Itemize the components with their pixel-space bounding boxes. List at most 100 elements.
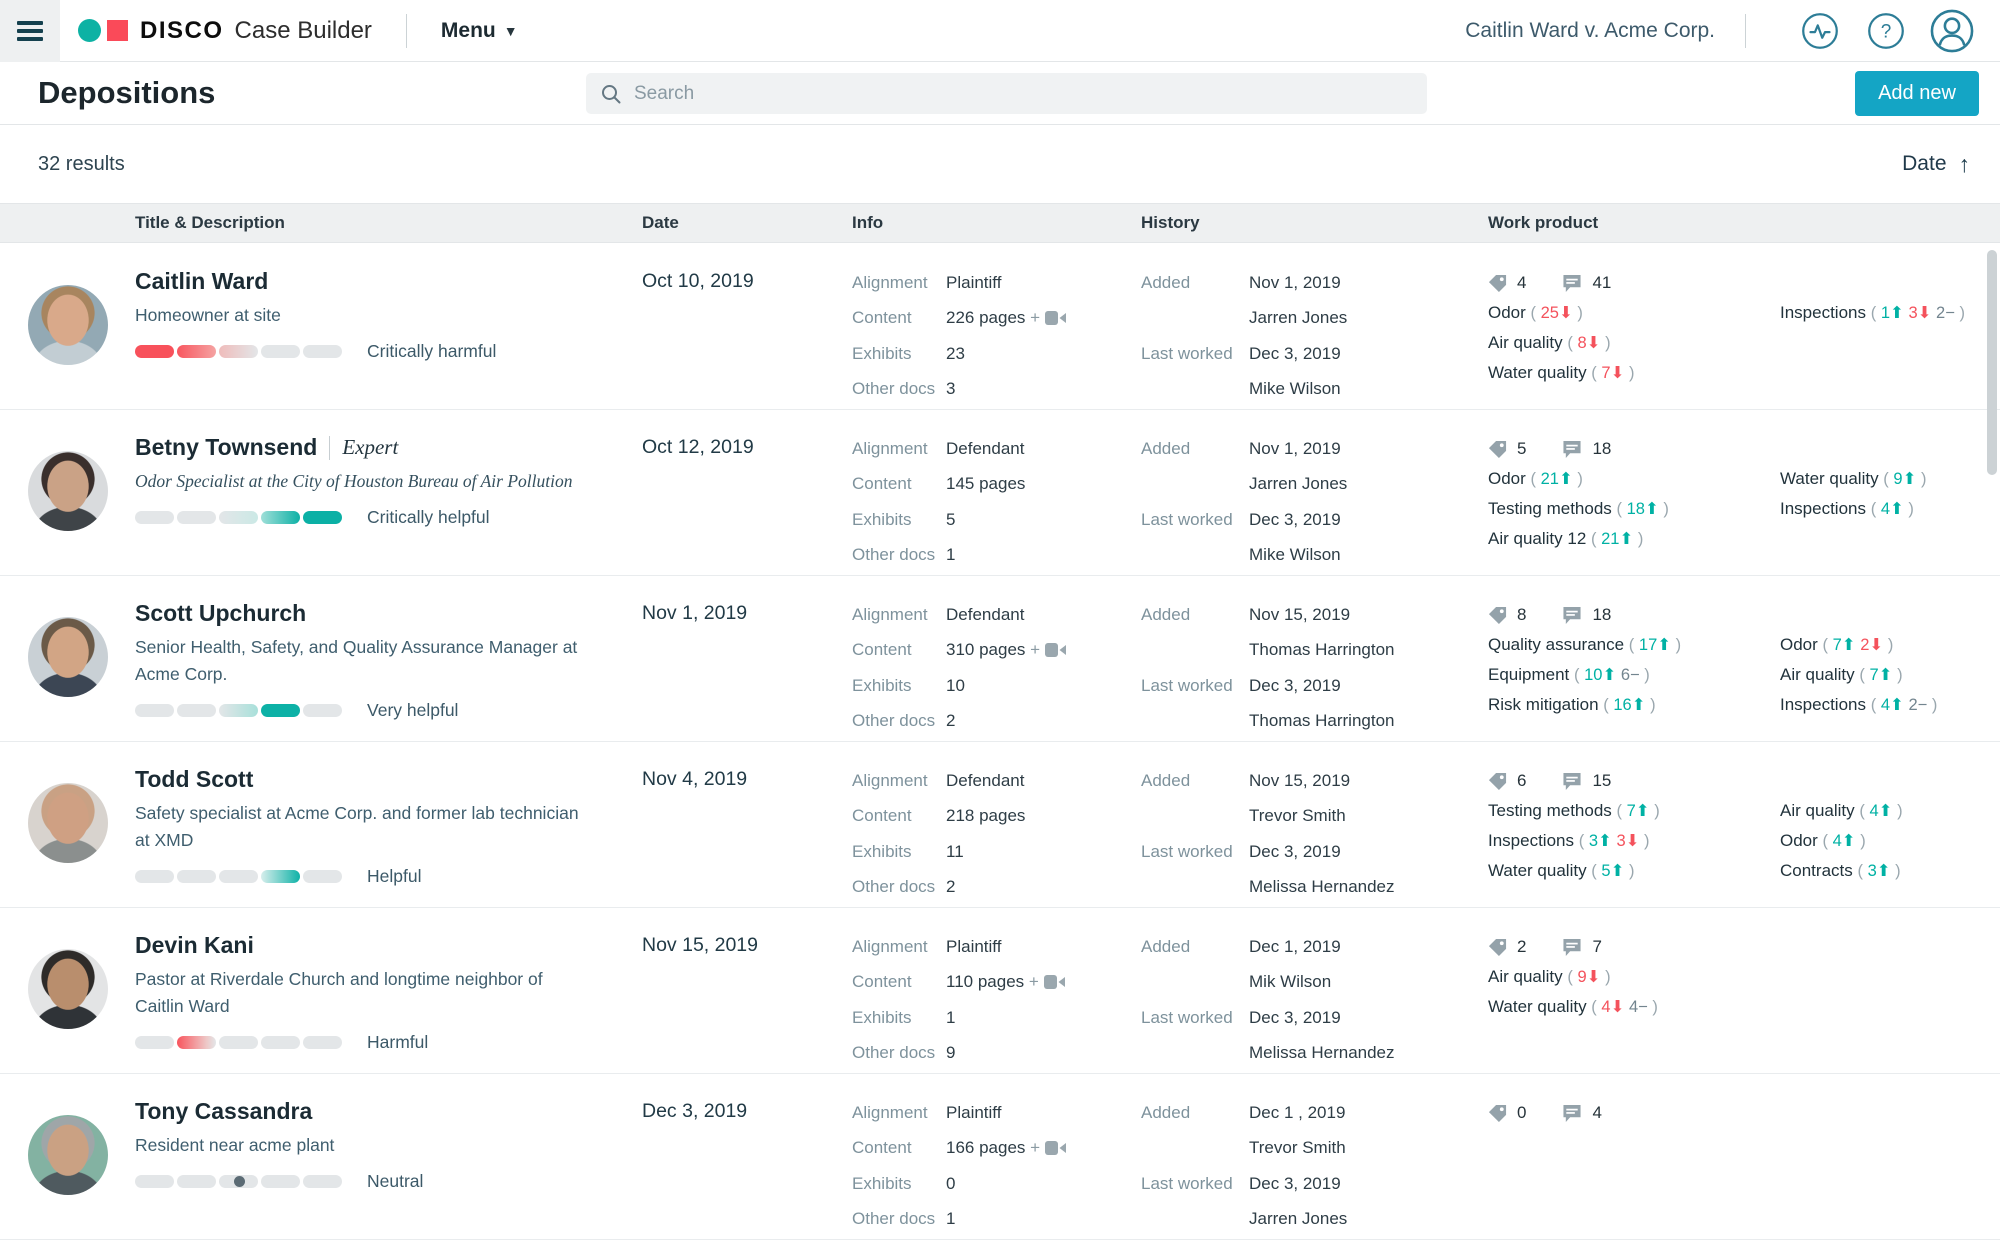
work-product-tag[interactable]: Inspections ( 4⬆ 2− ) <box>1780 695 1938 714</box>
work-product-tag[interactable]: Air quality 12 ( 21⬆ ) <box>1488 529 1644 548</box>
work-product-tag[interactable]: Air quality ( 9⬇ ) <box>1488 967 1611 986</box>
exhibits-label: Exhibits <box>852 675 912 695</box>
top-bar: DISCO Case Builder Menu ▼ Caitlin Ward v… <box>0 0 2000 62</box>
work-product-cell: 2 7 Air quality ( 9⬇ ) Water quality ( 4⬇… <box>1488 908 2000 1073</box>
other-docs-value: 3 <box>946 378 956 398</box>
search-bar[interactable] <box>586 73 1427 114</box>
work-product-tags: Odor ( 25⬇ ) Air quality ( 8⬇ ) Water qual… <box>1488 298 2000 388</box>
content-value: 218 pages <box>946 806 1026 826</box>
deponent-description: Homeowner at site <box>135 305 281 325</box>
work-product-tag[interactable]: Odor ( 7⬆ 2⬇ ) <box>1780 635 1894 654</box>
work-product-tag[interactable]: Equipment ( 10⬆ 6− ) <box>1488 665 1650 684</box>
help-button[interactable]: ? <box>1864 9 1908 53</box>
deposition-row[interactable]: Devin Kani Pastor at Riverdale Church an… <box>0 908 2000 1074</box>
other-docs-value: 2 <box>946 876 956 896</box>
info-cell: Alignment Defendant Content 218 pages Ex… <box>852 742 1141 907</box>
alignment-value: Plaintiff <box>946 1103 1002 1122</box>
last-worked-by: Mike Wilson <box>1249 378 1341 398</box>
info-cell: Alignment Defendant Content 145 pages Ex… <box>852 410 1141 575</box>
work-product-tag[interactable]: Air quality ( 8⬇ ) <box>1488 333 1611 352</box>
work-product-tag[interactable]: Air quality ( 7⬆ ) <box>1780 665 1903 684</box>
other-docs-label: Other docs <box>852 876 936 896</box>
tag-icon <box>1488 1104 1507 1122</box>
content-label: Content <box>852 308 912 328</box>
work-product-cell: 8 18 Quality assurance ( 17⬆ ) Equipment … <box>1488 576 2000 741</box>
work-product-tag[interactable]: Inspections ( 3⬆ 3⬇ ) <box>1488 831 1650 850</box>
work-product-tag[interactable]: Inspections ( 1⬆ 3⬇ 2− ) <box>1780 303 1965 322</box>
logo-square-icon <box>107 20 128 41</box>
last-worked-date: Dec 3, 2019 <box>1249 1007 1341 1027</box>
work-product-tag[interactable]: Testing methods ( 18⬆ ) <box>1488 499 1669 518</box>
added-by: Jarren Jones <box>1249 308 1348 328</box>
added-by: Trevor Smith <box>1249 806 1346 826</box>
content-value: 310 pages + <box>946 635 1141 670</box>
work-product-tag[interactable]: Contracts ( 3⬆ ) <box>1780 861 1901 880</box>
activity-button[interactable] <box>1798 9 1842 53</box>
work-product-tag[interactable]: Water quality ( 5⬆ ) <box>1488 861 1635 880</box>
deponent-name: Tony Cassandra <box>135 1098 313 1124</box>
added-date: Nov 15, 2019 <box>1249 771 1351 790</box>
last-worked-date: Dec 3, 2019 <box>1249 841 1341 861</box>
hamburger-menu-button[interactable] <box>0 0 60 62</box>
work-product-tags: Testing methods ( 7⬆ ) Inspections ( 3⬆ 3… <box>1488 796 2000 886</box>
deponent-description: Odor Specialist at the City of Houston B… <box>135 471 573 491</box>
work-product-tag[interactable]: Testing methods ( 7⬆ ) <box>1488 801 1660 820</box>
account-button[interactable] <box>1930 9 1974 53</box>
case-name: Caitlin Ward v. Acme Corp. <box>1465 18 1715 42</box>
content-label: Content <box>852 640 912 660</box>
alignment-label: Alignment <box>852 605 928 624</box>
work-product-tag[interactable]: Water quality ( 7⬇ ) <box>1488 363 1635 382</box>
added-date: Nov 1, 2019 <box>1249 273 1341 292</box>
added-by: Mik Wilson <box>1249 972 1332 992</box>
page-toolbar: Depositions Add new <box>0 62 2000 125</box>
last-worked-by: Jarren Jones <box>1249 1208 1348 1228</box>
work-product-tag[interactable]: Water quality ( 9⬆ ) <box>1780 469 1927 488</box>
alignment-label: Alignment <box>852 1103 928 1122</box>
sentiment-label: Neutral <box>367 1171 424 1191</box>
alignment-value: Defendant <box>946 771 1025 790</box>
hamburger-icon <box>17 17 43 45</box>
work-product-tag[interactable]: Odor ( 25⬇ ) <box>1488 303 1583 322</box>
added-label: Added <box>1141 605 1191 624</box>
scrollbar-thumb[interactable] <box>1987 250 1997 475</box>
menu-dropdown[interactable]: Menu ▼ <box>441 19 518 43</box>
deposition-row[interactable]: Tony Cassandra Resident near acme plant … <box>0 1074 2000 1240</box>
tags-count: 4 <box>1517 273 1527 292</box>
exhibits-value: 11 <box>946 841 964 861</box>
other-docs-label: Other docs <box>852 544 936 564</box>
content-value: 110 pages + <box>946 967 1141 1002</box>
tags-count: 2 <box>1517 937 1527 956</box>
column-date: Date <box>642 213 679 232</box>
add-new-button[interactable]: Add new <box>1855 71 1979 116</box>
search-input[interactable] <box>634 82 1413 105</box>
chevron-down-icon: ▼ <box>503 22 518 39</box>
comment-icon <box>1563 1104 1582 1122</box>
info-cell: Alignment Plaintiff Content 226 pages + … <box>852 244 1141 409</box>
sentiment-label: Critically harmful <box>367 341 497 361</box>
deposition-date: Nov 4, 2019 <box>642 768 748 790</box>
content-label: Content <box>852 474 912 494</box>
work-product-tag[interactable]: Water quality ( 4⬇ 4− ) <box>1488 997 1658 1016</box>
video-icon <box>1043 975 1065 990</box>
history-cell: Added Nov 15, 2019 Thomas Harrington Las… <box>1141 576 1488 741</box>
disco-logo[interactable]: DISCO Case Builder <box>78 17 372 45</box>
sort-label: Date <box>1902 152 1947 175</box>
tags-count: 0 <box>1517 1103 1527 1122</box>
work-product-tag[interactable]: Air quality ( 4⬆ ) <box>1780 801 1903 820</box>
sort-control[interactable]: Date ↑ <box>1902 151 1970 178</box>
work-product-tags: Quality assurance ( 17⬆ ) Equipment ( 10⬆… <box>1488 630 2000 720</box>
work-product-tag[interactable]: Odor ( 4⬆ ) <box>1780 831 1866 850</box>
work-product-tag[interactable]: Odor ( 21⬆ ) <box>1488 469 1583 488</box>
last-worked-by: Thomas Harrington <box>1249 710 1395 730</box>
exhibits-value: 1 <box>946 1007 956 1027</box>
added-label: Added <box>1141 439 1191 458</box>
deposition-row[interactable]: Caitlin Ward Homeowner at site Criticall… <box>0 244 2000 410</box>
work-product-tag[interactable]: Risk mitigation ( 16⬆ ) <box>1488 695 1656 714</box>
last-worked-date: Dec 3, 2019 <box>1249 509 1341 529</box>
work-product-tag[interactable]: Inspections ( 4⬆ ) <box>1780 499 1914 518</box>
deposition-row[interactable]: Todd Scott Safety specialist at Acme Cor… <box>0 742 2000 908</box>
work-product-tag[interactable]: Quality assurance ( 17⬆ ) <box>1488 635 1682 654</box>
deposition-row[interactable]: Scott Upchurch Senior Health, Safety, an… <box>0 576 2000 742</box>
column-work-product: Work product <box>1488 213 1599 232</box>
deposition-row[interactable]: Betny Townsend Expert Odor Specialist at… <box>0 410 2000 576</box>
